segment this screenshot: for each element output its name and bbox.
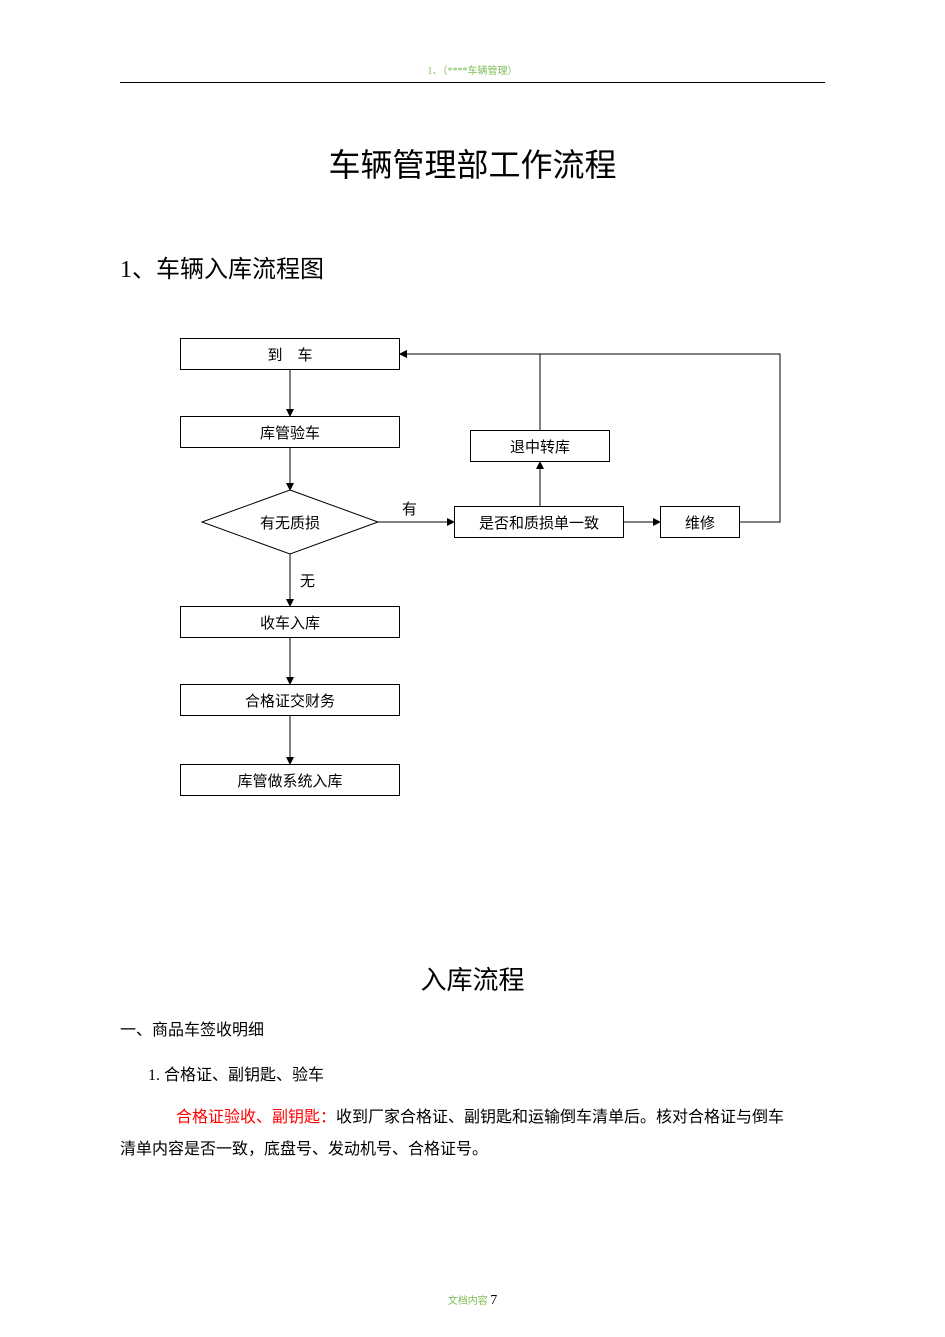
footer-label: 文档内容 — [448, 1296, 488, 1307]
subtitle: 入库流程 — [0, 960, 945, 997]
body-heading-2: 1. 合格证、副钥匙、验车 — [120, 1060, 825, 1092]
body-paragraph: 合格证验收、副钥匙：收到厂家合格证、副钥匙和运输倒车清单后。核对合格证与倒车 清… — [120, 1102, 825, 1166]
document-page: 1、（****车辆管理） 车辆管理部工作流程 1、车辆入库流程图 有无 到 车库管… — [0, 0, 945, 1337]
header-note: 1、（****车辆管理） — [0, 62, 945, 77]
header-rule — [120, 82, 825, 83]
node-receive: 收车入库 — [180, 606, 400, 638]
node-return: 退中转库 — [470, 430, 610, 462]
node-cert: 合格证交财务 — [180, 684, 400, 716]
red-lead: 合格证验收、副钥匙： — [176, 1109, 336, 1126]
footer: 文档内容 7 — [0, 1292, 945, 1309]
page-title: 车辆管理部工作流程 — [0, 140, 945, 186]
section-heading: 1、车辆入库流程图 — [120, 249, 324, 284]
body-heading-1: 一、商品车签收明细 — [120, 1015, 825, 1047]
flowchart-svg — [120, 330, 825, 800]
flowchart-container: 有无 到 车库管验车有无质损 退中转库是否和质损单一致 维修收车入库合格证交财务库管做… — [120, 330, 825, 800]
edge-label: 有 — [402, 498, 417, 519]
node-arrive: 到 车 — [180, 338, 400, 370]
node-repair: 维修 — [660, 506, 740, 538]
edge-label: 无 — [300, 570, 315, 591]
para-rest-b: 清单内容是否一致，底盘号、发动机号、合格证号。 — [120, 1141, 488, 1158]
node-sysentry: 库管做系统入库 — [180, 764, 400, 796]
node-inspect: 库管验车 — [180, 416, 400, 448]
para-rest-a: 收到厂家合格证、副钥匙和运输倒车清单后。核对合格证与倒车 — [336, 1109, 784, 1126]
node-match: 是否和质损单一致 — [454, 506, 624, 538]
node-damage: 有无质损 — [202, 490, 378, 554]
page-number: 7 — [490, 1293, 497, 1308]
